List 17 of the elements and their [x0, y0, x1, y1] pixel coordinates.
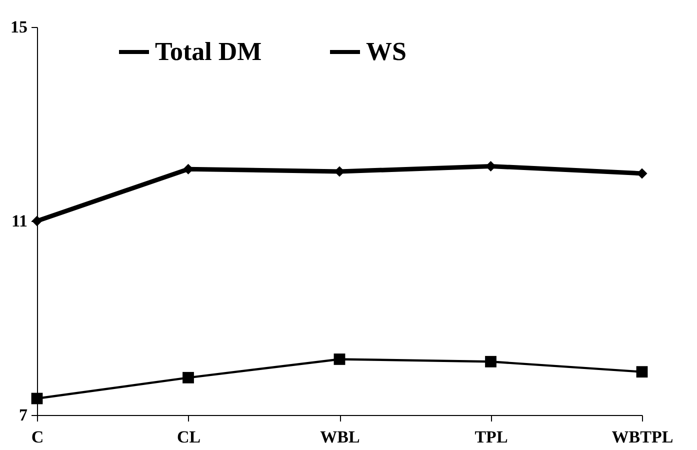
- x-tick-label: WBL: [320, 428, 360, 446]
- point: [32, 216, 42, 226]
- x-tick-label: WBTPL: [612, 428, 674, 446]
- x-tick-label: C: [31, 428, 44, 446]
- point: [486, 160, 496, 172]
- x-tick-label: TPL: [474, 428, 508, 446]
- legend-label: WS: [366, 37, 406, 66]
- point: [485, 356, 496, 368]
- point: [31, 392, 43, 404]
- point: [334, 354, 346, 365]
- legend-label: Total DM: [155, 37, 262, 66]
- y-tick-label: 7: [19, 406, 28, 424]
- y-tick-label: 15: [10, 18, 28, 36]
- point: [182, 372, 194, 384]
- point: [636, 366, 648, 378]
- y-tick-label: 11: [11, 212, 28, 230]
- x-tick-label: CL: [176, 428, 201, 446]
